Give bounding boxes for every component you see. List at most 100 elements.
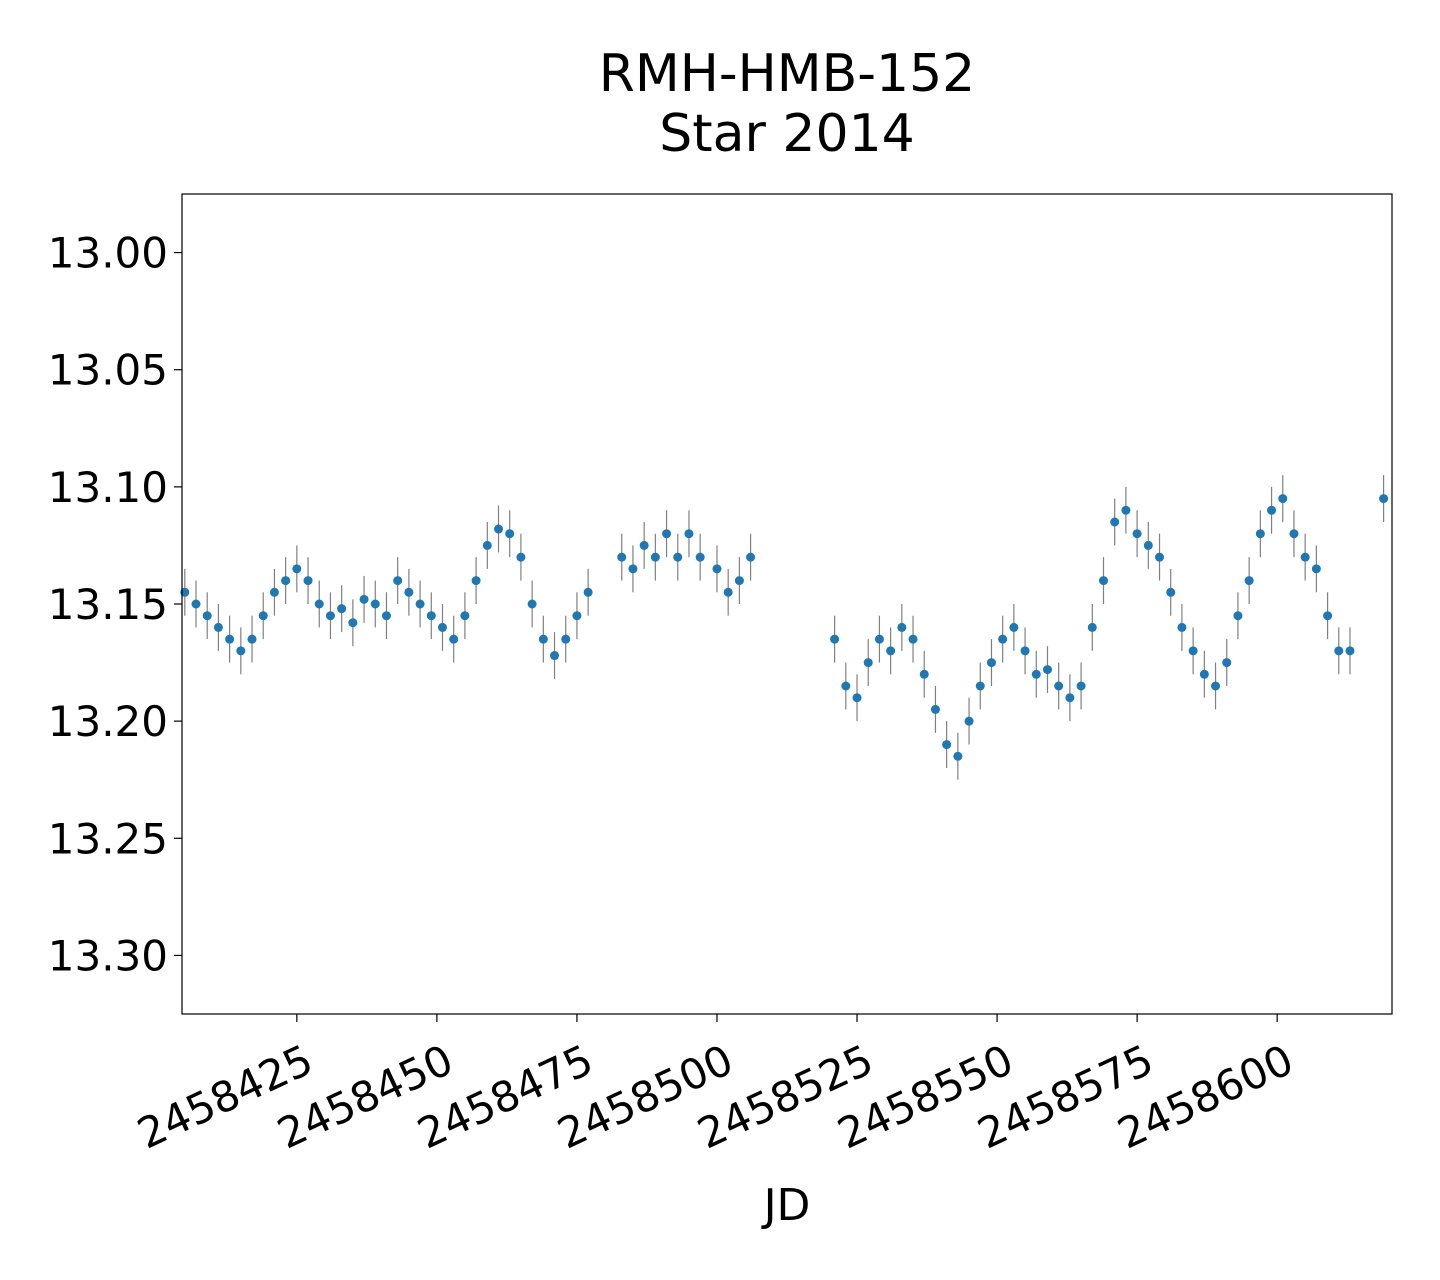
x-axis-label: JD — [763, 1180, 811, 1231]
data-point — [953, 751, 963, 761]
data-point — [639, 540, 649, 550]
data-point — [437, 622, 447, 632]
data-point — [269, 587, 279, 597]
y-tick-label: 13.15 — [48, 580, 168, 629]
data-point — [292, 564, 302, 574]
data-point — [1076, 681, 1086, 691]
data-point — [830, 634, 840, 644]
data-point — [1222, 658, 1232, 668]
y-tick-label: 13.30 — [48, 931, 168, 980]
data-point — [258, 611, 268, 621]
data-point — [1311, 564, 1321, 574]
data-point — [1132, 529, 1142, 539]
data-point — [919, 669, 929, 679]
data-point — [572, 611, 582, 621]
data-point — [1199, 669, 1209, 679]
data-point — [1087, 622, 1097, 632]
data-point — [1155, 552, 1165, 562]
y-tick-label: 13.05 — [48, 346, 168, 395]
data-point — [1334, 646, 1344, 656]
data-point — [1233, 611, 1243, 621]
data-point — [1345, 646, 1355, 656]
data-point — [527, 599, 537, 609]
data-point — [1323, 611, 1333, 621]
data-point — [202, 611, 212, 621]
data-point — [381, 611, 391, 621]
data-point — [1177, 622, 1187, 632]
data-point — [628, 564, 638, 574]
chart-subtitle: Star 2014 — [659, 104, 915, 164]
data-point — [1143, 540, 1153, 550]
data-point — [505, 529, 515, 539]
data-point — [561, 634, 571, 644]
y-tick-label: 13.25 — [48, 814, 168, 863]
data-point — [482, 540, 492, 550]
data-point — [303, 576, 313, 586]
data-point — [986, 658, 996, 668]
y-tick-label: 13.10 — [48, 463, 168, 512]
data-point — [1289, 529, 1299, 539]
data-point — [1121, 505, 1131, 515]
data-point — [225, 634, 235, 644]
data-point — [1166, 587, 1176, 597]
data-point — [426, 611, 436, 621]
data-point — [325, 611, 335, 621]
data-point — [695, 552, 705, 562]
data-point — [449, 634, 459, 644]
chart-title: RMH-HMB-152 — [598, 44, 976, 104]
data-point — [1009, 622, 1019, 632]
data-point — [863, 658, 873, 668]
data-point — [852, 693, 862, 703]
data-point — [281, 576, 291, 586]
data-point — [712, 564, 722, 574]
data-point — [1278, 494, 1288, 504]
data-point — [404, 587, 414, 597]
data-point — [337, 604, 347, 614]
data-point — [471, 576, 481, 586]
data-point — [1255, 529, 1265, 539]
series-layer — [180, 475, 1389, 780]
data-point — [886, 646, 896, 656]
data-point — [908, 634, 918, 644]
data-point — [841, 681, 851, 691]
data-point — [494, 524, 504, 534]
y-tick-label: 13.00 — [48, 229, 168, 278]
data-point — [213, 622, 223, 632]
data-point — [1211, 681, 1221, 691]
data-point — [247, 634, 257, 644]
data-point — [874, 634, 884, 644]
data-point — [1099, 576, 1109, 586]
data-point — [1188, 646, 1198, 656]
data-point — [734, 576, 744, 586]
data-point — [746, 552, 756, 562]
data-point — [460, 611, 470, 621]
data-point — [942, 740, 952, 750]
data-point — [897, 622, 907, 632]
data-point — [1020, 646, 1030, 656]
data-point — [359, 594, 369, 604]
data-point — [617, 552, 627, 562]
data-point — [650, 552, 660, 562]
data-point — [1300, 552, 1310, 562]
data-point — [236, 646, 246, 656]
y-tick-label: 13.20 — [48, 697, 168, 746]
data-point — [1379, 494, 1389, 504]
axis-layer: 13.0013.0513.1013.1513.2013.2513.3024584… — [48, 229, 1301, 1159]
data-point — [673, 552, 683, 562]
data-point — [370, 599, 380, 609]
data-point — [1031, 669, 1041, 679]
data-point — [723, 587, 733, 597]
data-point — [662, 529, 672, 539]
data-point — [550, 651, 560, 661]
data-point — [1065, 693, 1075, 703]
data-point — [583, 587, 593, 597]
data-point — [684, 529, 694, 539]
data-point — [998, 634, 1008, 644]
data-point — [516, 552, 526, 562]
data-point — [975, 681, 985, 691]
data-point — [393, 576, 403, 586]
data-point — [1244, 576, 1254, 586]
data-point — [1267, 505, 1277, 515]
data-point — [1054, 681, 1064, 691]
